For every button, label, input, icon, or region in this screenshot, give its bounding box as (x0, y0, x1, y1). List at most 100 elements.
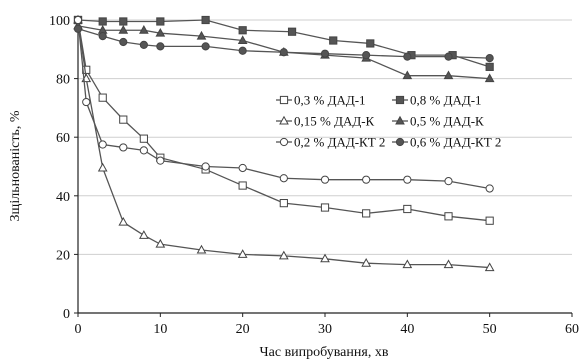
data-point (237, 249, 248, 258)
legend-label: 0,8 % ДАД-1 (410, 93, 482, 108)
data-point (320, 203, 330, 212)
data-point (97, 162, 108, 172)
series-line (77, 19, 490, 269)
legend-label: 0,3 % ДАД-1 (294, 93, 366, 108)
legend-marker (279, 95, 289, 105)
data-point (155, 238, 166, 248)
data-point (366, 39, 375, 48)
legend-item: 0,15 % ДАД-К (276, 114, 375, 129)
x-tick-label: 30 (318, 322, 332, 337)
legend-item: 0,3 % ДАД-1 (276, 93, 366, 108)
data-point (119, 37, 128, 47)
legend-label: 0,2 % ДАД-КТ 2 (294, 135, 385, 150)
series-layer (73, 14, 495, 272)
x-tick-label: 10 (153, 322, 167, 337)
data-point (156, 42, 165, 51)
x-axis-label: Час випробування, хв (260, 345, 389, 360)
y-tick-label: 60 (56, 131, 70, 146)
data-point (139, 230, 149, 239)
data-point (403, 52, 412, 61)
data-point (238, 181, 247, 190)
series-line (77, 19, 490, 68)
x-tick-label: 0 (75, 322, 82, 337)
data-point (156, 17, 165, 26)
series-5 (73, 15, 494, 193)
data-point (201, 162, 210, 171)
y-tick-label: 40 (56, 190, 70, 205)
data-point (362, 51, 371, 60)
data-point (443, 70, 454, 80)
legend-label: 0,5 % ДАД-К (410, 114, 484, 129)
legend-item: 0,8 % ДАД-1 (392, 93, 482, 108)
data-point (119, 143, 128, 152)
data-point (98, 32, 107, 41)
data-point (485, 62, 494, 71)
legend-item: 0,2 % ДАД-КТ 2 (276, 135, 385, 150)
data-point (444, 212, 453, 221)
data-point (402, 70, 413, 80)
data-point (118, 216, 129, 226)
data-point (484, 262, 495, 272)
data-point (155, 27, 166, 37)
data-point (279, 174, 288, 183)
data-point (485, 216, 494, 225)
data-point (139, 25, 149, 34)
data-point (119, 17, 128, 26)
data-point (82, 97, 91, 107)
x-tick-label: 40 (400, 322, 414, 337)
data-point (320, 49, 330, 58)
data-point (279, 199, 288, 208)
legend-marker (279, 137, 289, 147)
legend-marker (279, 115, 289, 125)
data-point (361, 257, 372, 267)
data-point (237, 35, 248, 45)
legend-label: 0,15 % ДАД-К (294, 114, 375, 129)
data-point (287, 27, 297, 36)
data-point (238, 163, 247, 173)
data-point (98, 140, 107, 149)
legend-item: 0,5 % ДАД-К (392, 114, 484, 129)
data-point (98, 17, 107, 26)
data-point (279, 48, 288, 57)
data-point (329, 36, 338, 45)
y-tick-label: 0 (63, 307, 70, 322)
data-point (485, 184, 494, 193)
x-tick-label: 50 (483, 322, 497, 337)
data-point (403, 175, 412, 184)
data-point (196, 30, 207, 40)
legend-label: 0,6 % ДАД-КТ 2 (410, 135, 501, 150)
data-point (196, 244, 207, 254)
data-point (443, 259, 454, 269)
legend-marker (395, 137, 405, 147)
x-tick-label: 20 (236, 322, 250, 337)
tick-labels: 0 10 20 30 40 50 60 0 20 40 60 80 100 (49, 14, 579, 337)
data-point (201, 42, 210, 51)
data-point (139, 134, 148, 143)
data-point (118, 25, 129, 34)
data-point (362, 209, 371, 218)
series-3 (73, 14, 495, 272)
data-point (139, 40, 148, 50)
data-point (485, 53, 494, 63)
data-point (119, 115, 128, 124)
data-point (201, 15, 210, 25)
x-tick-label: 60 (565, 322, 579, 337)
legend-marker (395, 95, 405, 105)
data-point (238, 26, 247, 35)
data-point (139, 146, 148, 155)
data-point (484, 73, 495, 83)
y-axis-label: Зщільнованість, % (8, 110, 23, 221)
data-point (73, 15, 83, 25)
data-point (156, 156, 165, 165)
data-point (98, 93, 107, 102)
data-point (362, 175, 371, 184)
data-point (73, 24, 83, 33)
data-point (278, 250, 289, 260)
series-2 (73, 15, 494, 71)
y-tick-label: 100 (49, 14, 70, 29)
data-point (238, 46, 247, 55)
data-point (320, 253, 330, 263)
legend: 0,3 % ДАД-1 0,8 % ДАД-1 0,15 % ДАД-К 0,5 % … (276, 93, 501, 150)
axes (74, 19, 573, 317)
data-point (403, 204, 412, 214)
